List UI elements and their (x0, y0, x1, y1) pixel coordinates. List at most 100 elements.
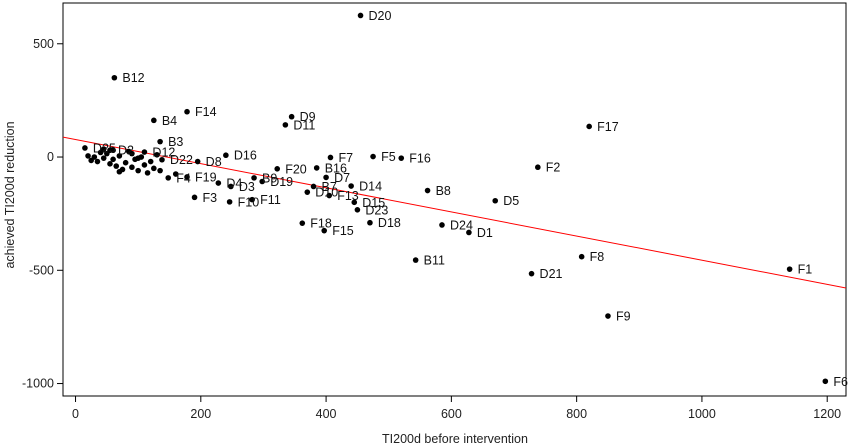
data-point-d2 (107, 147, 113, 154)
data-point-f17 (586, 123, 592, 130)
y-tick-label: 500 (33, 37, 54, 51)
point-label-f7: F7 (338, 151, 353, 165)
data-point-f18 (299, 220, 306, 226)
data-point (116, 153, 123, 159)
y-tick-label: 0 (47, 150, 54, 164)
point-label-f3: F3 (203, 191, 218, 205)
point-label-d7: D7 (334, 171, 350, 185)
data-point-f3 (191, 194, 198, 201)
data-point-d5 (492, 197, 499, 204)
point-label-d1: D1 (477, 226, 493, 240)
data-point-d1 (466, 229, 472, 236)
point-label-f15: F15 (332, 224, 354, 238)
data-point-f9 (605, 313, 611, 319)
data-point-d8 (194, 158, 201, 165)
data-point-b9 (251, 175, 257, 181)
point-label-d11: D11 (293, 118, 315, 132)
point-label-d22: D22 (170, 153, 193, 167)
x-axis: 0 200 400 600 800 1000 1200 (72, 396, 841, 421)
data-point-f4 (165, 175, 172, 181)
point-label-d18: D18 (378, 216, 401, 230)
point-label-d5: D5 (503, 194, 519, 208)
point-label-f10: F10 (238, 195, 260, 209)
data-point-f8 (578, 253, 585, 260)
x-tick-label: 800 (566, 407, 587, 421)
data-point-f6 (822, 378, 829, 385)
point-label-f8: F8 (590, 250, 605, 264)
point-label-d9: D9 (300, 110, 316, 124)
data-point-d24 (439, 222, 445, 228)
data-point (129, 150, 135, 157)
point-label-d15: D15 (362, 196, 385, 210)
data-point (100, 155, 107, 161)
data-point (141, 162, 148, 168)
data-point-d22 (159, 156, 165, 163)
data-point-d4 (215, 180, 222, 186)
data-point-d16 (223, 152, 229, 159)
point-label-f11: F11 (260, 193, 281, 207)
data-point-b12 (111, 74, 118, 81)
plot-frame (62, 2, 847, 397)
point-label-d12: D12 (152, 146, 175, 160)
data-point (91, 154, 98, 160)
data-point-f20 (274, 166, 281, 172)
data-point-f5 (370, 153, 376, 160)
y-axis-title: achieved TI200d reduction (3, 121, 17, 268)
data-point-b4 (151, 117, 157, 124)
point-label-d20: D20 (369, 9, 392, 23)
data-point (151, 165, 157, 172)
point-label-f6: F6 (833, 375, 848, 389)
point-label-f18: F18 (310, 217, 332, 231)
data-point (107, 161, 113, 167)
point-label-d25: D25 (93, 141, 116, 155)
point-label-b16: B16 (325, 161, 347, 175)
point-label-d3: D3 (239, 180, 255, 194)
data-point-d9 (288, 113, 295, 120)
point-label-d4: D4 (226, 177, 242, 191)
data-point-b7 (310, 183, 317, 190)
point-label-d8: D8 (206, 155, 222, 169)
point-label-f16: F16 (409, 152, 431, 166)
data-point (144, 170, 151, 176)
data-point (157, 167, 163, 174)
points-layer (82, 12, 829, 385)
data-point-d20 (357, 12, 364, 19)
x-tick-label: 0 (72, 407, 79, 421)
data-point (100, 146, 107, 152)
data-point-d11 (282, 122, 289, 128)
data-point-d3 (228, 183, 234, 190)
data-point-b3 (157, 138, 163, 145)
point-label-f17: F17 (597, 120, 619, 134)
point-label-f9: F9 (616, 310, 631, 324)
data-point-f13 (326, 192, 333, 199)
data-point-d15 (351, 199, 358, 206)
data-point (94, 158, 101, 165)
x-tick-label: 1200 (813, 407, 841, 421)
data-point-d25 (82, 145, 88, 151)
point-label-d16: D16 (234, 149, 257, 163)
data-point (110, 156, 116, 163)
y-axis: -1000 -500 0 500 (22, 37, 63, 391)
point-label-d24: D24 (450, 218, 473, 232)
x-tick-label: 200 (190, 407, 211, 421)
point-label-d19: D19 (270, 175, 293, 189)
point-label-b4: B4 (162, 114, 177, 128)
data-point-f16 (398, 155, 405, 161)
point-label-b9: B9 (262, 171, 277, 185)
data-point (135, 167, 141, 174)
data-point-f10 (226, 199, 233, 205)
point-label-f19: F19 (195, 170, 217, 184)
point-label-d21: D21 (540, 267, 563, 281)
data-point-d10 (304, 189, 311, 195)
y-tick-label: -1000 (22, 377, 54, 391)
point-label-b11: B11 (424, 254, 445, 268)
data-point (85, 153, 91, 159)
data-point-d21 (528, 270, 535, 277)
point-label-f5: F5 (381, 150, 396, 164)
data-point (147, 158, 154, 165)
fit-line-group (63, 136, 846, 289)
data-point-f7 (327, 154, 334, 161)
point-label-f2: F2 (546, 161, 561, 175)
data-point-d18 (367, 219, 373, 226)
